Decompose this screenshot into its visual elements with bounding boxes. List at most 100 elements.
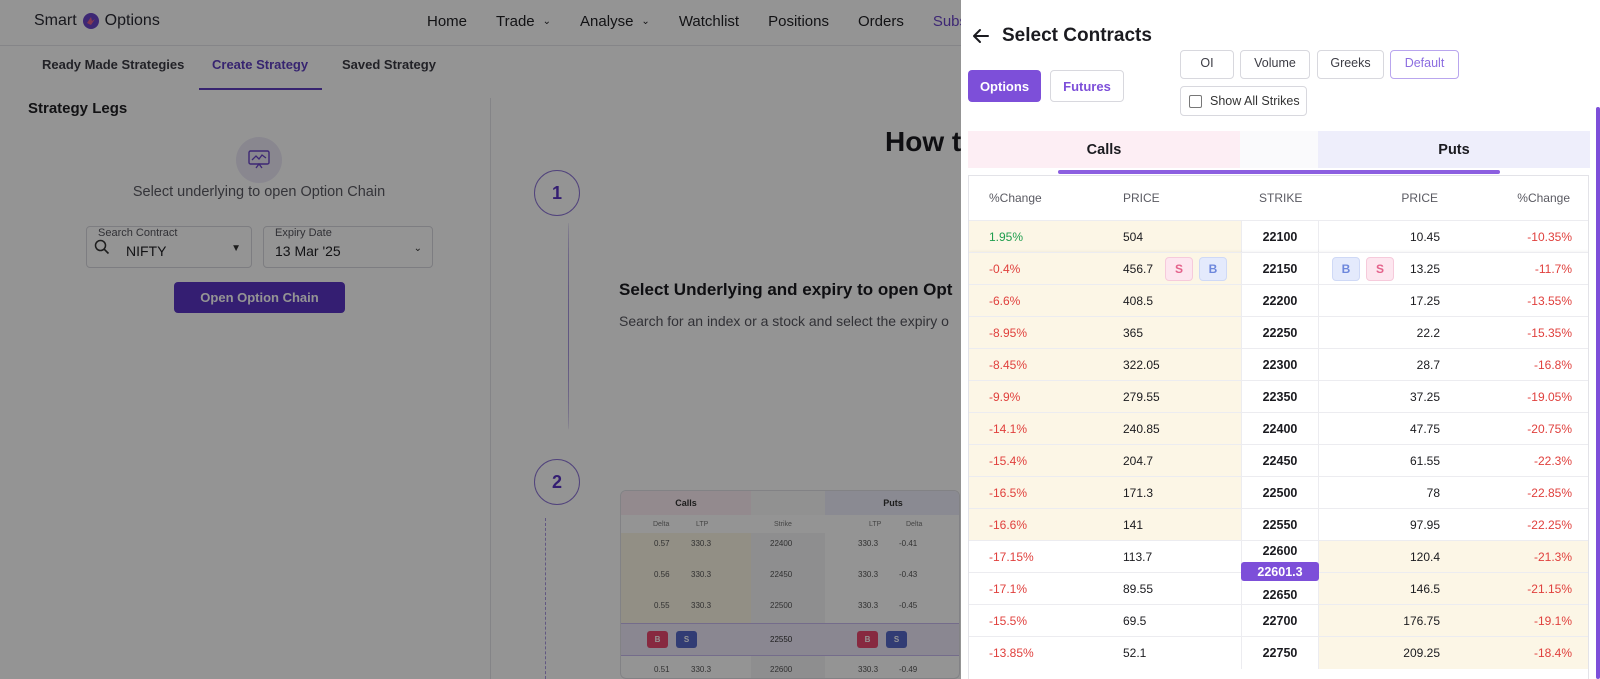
- step-1-description: Search for an index or a stock and selec…: [619, 313, 949, 329]
- call-side-cell: [969, 605, 1241, 637]
- futures-toggle[interactable]: Futures: [1050, 70, 1124, 102]
- put-side-cell: [1319, 413, 1588, 445]
- call-change-cell: -17.1%: [989, 582, 1028, 596]
- preview-cell: 330.3: [691, 665, 712, 674]
- preview-cell: 0.55: [654, 601, 670, 610]
- view-volume-button[interactable]: Volume: [1240, 50, 1310, 79]
- strike-cell: 22300: [1241, 349, 1319, 381]
- call-price-cell: 113.7: [1123, 550, 1153, 564]
- call-price-cell: 141: [1123, 518, 1144, 532]
- put-price-cell: 78: [1426, 486, 1440, 500]
- put-change-cell: -21.15%: [1527, 582, 1572, 596]
- nav-trade[interactable]: Trade ⌄: [496, 13, 551, 30]
- chain-row[interactable]: -14.1% 240.85 47.75 -20.75% 22400: [969, 412, 1588, 445]
- chevron-down-icon: ⌄: [542, 16, 552, 27]
- call-side-cell: [969, 413, 1241, 445]
- put-change-cell: -11.7%: [1534, 262, 1572, 276]
- call-price-cell: 52.1: [1123, 646, 1147, 660]
- view-oi-button[interactable]: OI: [1180, 50, 1234, 79]
- call-sell-button[interactable]: S: [1165, 257, 1193, 281]
- chain-row[interactable]: 1.95% 504 10.45 -10.35% 22100: [969, 220, 1588, 253]
- preview-col-delta: Delta: [906, 521, 923, 528]
- chain-row[interactable]: -9.9% 279.55 37.25 -19.05% 22350: [969, 380, 1588, 413]
- drawer-scrollbar[interactable]: [1596, 107, 1600, 679]
- put-price-cell: 61.55: [1409, 454, 1440, 468]
- chain-row[interactable]: -8.45% 322.05 28.7 -16.8% 22300: [969, 348, 1588, 381]
- logo[interactable]: Smart Options: [34, 12, 160, 30]
- preview-cell: 0.57: [654, 539, 670, 548]
- chain-row[interactable]: -17.1% 89.55 146.5 -21.15% 22650: [969, 572, 1588, 605]
- preview-col-ltp: LTP: [696, 521, 709, 528]
- put-change-cell: -22.25%: [1527, 518, 1572, 532]
- nav-watchlist[interactable]: Watchlist: [679, 13, 739, 30]
- header-call-price: PRICE: [1123, 191, 1160, 205]
- preview-cell: 22550: [770, 635, 793, 644]
- chain-row[interactable]: -15.5% 69.5 176.75 -19.1% 22700: [969, 604, 1588, 637]
- nav-home[interactable]: Home: [427, 13, 467, 30]
- chevron-down-icon[interactable]: ⌄: [413, 243, 422, 254]
- call-side-cell: [969, 573, 1241, 605]
- spot-price-marker: 22601.3: [1241, 562, 1319, 581]
- chain-row[interactable]: -17.15% 113.7 120.4 -21.3% 22600: [969, 540, 1588, 573]
- tab-saved-strategy[interactable]: Saved Strategy: [342, 57, 436, 72]
- put-change-cell: -10.35%: [1527, 230, 1572, 244]
- expiry-date-label: Expiry Date: [275, 227, 332, 239]
- chain-row[interactable]: -16.6% 141 97.95 -22.25% 22550: [969, 508, 1588, 541]
- back-arrow-icon[interactable]: [971, 26, 991, 46]
- preview-cell: -0.41: [899, 539, 918, 548]
- preview-cell: -0.43: [899, 570, 918, 579]
- chain-row[interactable]: -6.6% 408.5 17.25 -13.55% 22200: [969, 284, 1588, 317]
- call-price-cell: 322.05: [1123, 358, 1160, 372]
- show-all-strikes-toggle[interactable]: Show All Strikes: [1180, 86, 1307, 116]
- view-default-button[interactable]: Default: [1390, 50, 1459, 79]
- caret-down-icon[interactable]: ▼: [231, 243, 241, 254]
- expiry-date-field[interactable]: Expiry Date 13 Mar '25 ⌄: [263, 226, 433, 268]
- nav-analyse-label: Analyse: [580, 13, 634, 30]
- search-icon: [94, 239, 110, 260]
- tab-calls[interactable]: Calls: [968, 131, 1240, 168]
- nav-analyse[interactable]: Analyse ⌄: [580, 13, 650, 30]
- view-greeks-button[interactable]: Greeks: [1317, 50, 1384, 79]
- preview-cell: 330.3: [858, 665, 879, 674]
- chain-row[interactable]: -13.85% 52.1 209.25 -18.4% 22750: [969, 636, 1588, 669]
- strike-cell: 22100: [1241, 221, 1319, 253]
- nav-subscription[interactable]: Subs: [933, 13, 967, 30]
- strike-cell: 22700: [1241, 605, 1319, 637]
- nav-orders[interactable]: Orders: [858, 13, 904, 30]
- call-price-cell: 279.55: [1123, 390, 1160, 404]
- put-price-cell: 97.95: [1409, 518, 1440, 532]
- call-price-cell: 89.55: [1123, 582, 1154, 596]
- call-price-cell: 504: [1123, 230, 1144, 244]
- options-toggle[interactable]: Options: [968, 70, 1041, 102]
- call-change-cell: -8.45%: [989, 358, 1028, 372]
- preview-cell: 22600: [770, 665, 793, 674]
- chain-row[interactable]: -8.95% 365 22.2 -15.35% 22250: [969, 316, 1588, 349]
- put-price-cell: 209.25: [1403, 646, 1440, 660]
- call-price-cell: 408.5: [1123, 294, 1154, 308]
- tab-ready-made-strategies[interactable]: Ready Made Strategies: [42, 57, 185, 72]
- show-all-strikes-checkbox[interactable]: [1189, 94, 1202, 108]
- chain-row[interactable]: -15.4% 204.7 61.55 -22.3% 22450: [969, 444, 1588, 477]
- chain-row[interactable]: -16.5% 171.3 78 -22.85% 22500: [969, 476, 1588, 509]
- tab-puts[interactable]: Puts: [1318, 131, 1590, 168]
- logo-icon: [82, 12, 100, 30]
- open-option-chain-button[interactable]: Open Option Chain: [174, 282, 345, 313]
- chain-row[interactable]: -0.4% 456.7 13.25 -11.7% 22150 S B B S: [969, 252, 1588, 285]
- call-change-cell: -16.6%: [989, 518, 1028, 532]
- logo-text-left: Smart: [34, 12, 77, 29]
- call-price-cell: 171.3: [1123, 486, 1154, 500]
- put-sell-button[interactable]: S: [1366, 257, 1394, 281]
- nav-orders-label: Orders: [857, 13, 904, 30]
- nav-positions[interactable]: Positions: [768, 13, 829, 30]
- put-change-cell: -22.3%: [1533, 454, 1572, 468]
- tab-create-strategy[interactable]: Create Strategy: [199, 57, 323, 90]
- search-contract-field[interactable]: Search Contract NIFTY ▼: [86, 226, 252, 268]
- search-contract-label: Search Contract: [98, 227, 178, 239]
- preview-cell: 330.3: [691, 601, 712, 610]
- call-buy-button[interactable]: B: [1199, 257, 1227, 281]
- nav-watchlist-label: Watchlist: [678, 13, 740, 30]
- preview-itm-shade: [621, 533, 751, 631]
- preview-sell-badge: S: [886, 631, 907, 648]
- put-buy-button[interactable]: B: [1332, 257, 1360, 281]
- step-2-badge: 2: [534, 459, 580, 505]
